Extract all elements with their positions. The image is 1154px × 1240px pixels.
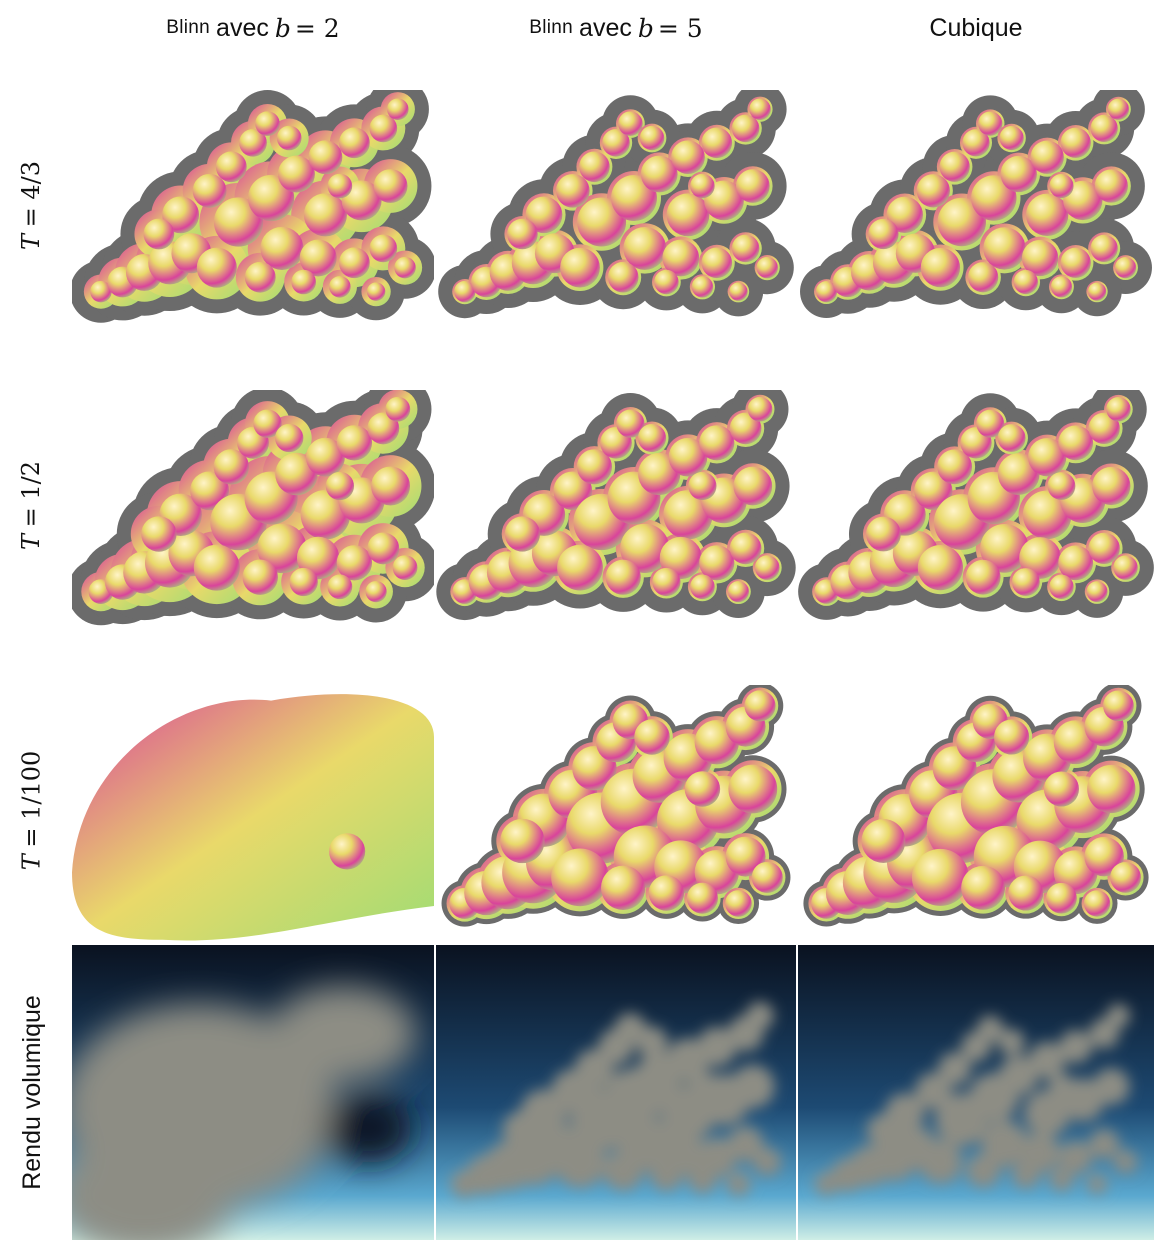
row-label-var: T [17,533,46,550]
column-header-rest: avec [216,13,269,42]
panel-r3-c2 [436,685,796,945]
spheres [811,690,1141,919]
row-label-t-1-100: T = 1/100 [0,680,64,940]
blob-render [438,90,794,319]
column-header-eq: = 5 [657,13,703,43]
blob-render [800,90,1152,319]
panel-r1-c2 [436,90,796,330]
panel-r2-c3 [798,390,1154,630]
spheres [454,98,778,303]
spheres [90,98,416,303]
panel-r1-c3 [798,90,1154,330]
column-header-blinn-b5: Blinn avec b = 5 [436,8,796,48]
row-label-text: Rendu volumique [17,995,46,1190]
panel-r1-c1 [72,90,434,330]
blob-render [798,390,1154,620]
blob-render [436,390,796,621]
spheres [449,690,783,919]
row-label-eq: = 1/100 [17,750,46,848]
column-header-eq: = 2 [294,13,340,43]
column-header-label: Cubique [929,13,1023,42]
column-header-var: b [637,13,654,43]
column-header-lead: Blinn [166,17,211,38]
blob-render [72,390,434,626]
blob-render [803,685,1149,927]
column-header-blinn-b2: Blinn avec b = 2 [72,8,434,48]
row-label-var: T [17,853,46,870]
row-label-var: T [17,233,46,250]
column-header-rest: avec [579,13,632,42]
panel-r3-c3 [798,685,1154,945]
column-header-cubique: Cubique [798,8,1154,48]
blob-body [72,694,434,941]
cloud [814,1004,1138,1196]
spheres [88,396,418,604]
panel-r4-c1 [72,945,434,1240]
cloud [72,986,416,1240]
column-header-lead: Blinn [529,17,574,38]
spheres [814,397,1138,604]
row-label-t-1-2: T = 1/2 [0,380,64,630]
panel-r4-c3 [798,945,1154,1240]
volume-render [798,945,1154,1240]
blob-render [72,694,434,941]
spheres [815,98,1137,303]
row-label-t-4-3: T = 4/3 [0,80,64,330]
column-header-var: b [274,13,291,43]
spheres [452,396,780,604]
cloud [450,1001,782,1198]
row-label-eq: = 1/2 [17,460,46,527]
blob-render [441,685,791,927]
row-label-rendu-volumique: Rendu volumique [0,945,64,1240]
volume-render [72,945,434,1240]
panel-r4-c2 [436,945,796,1240]
blob-render [72,90,434,323]
panel-r2-c1 [72,390,434,630]
panel-r2-c2 [436,390,796,630]
row-label-eq: = 4/3 [17,160,46,227]
panel-r3-c1 [72,685,434,945]
volume-render [436,945,796,1240]
